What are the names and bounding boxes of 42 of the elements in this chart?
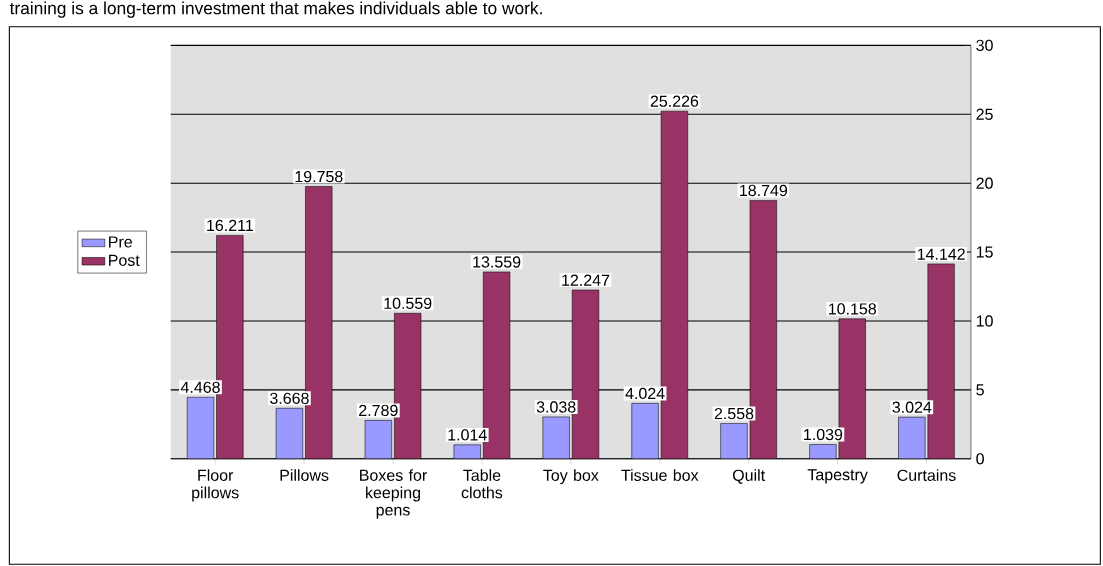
y-tick-label: 25 (976, 108, 993, 121)
data-label: 18.749 (740, 185, 788, 197)
data-label: 2.789 (359, 405, 398, 417)
x-tick-label: Tapestry (807, 469, 868, 484)
data-label: 4.468 (180, 381, 220, 394)
data-label: 14.142 (917, 248, 965, 260)
bar (275, 408, 304, 460)
data-label: 1.039 (804, 429, 843, 441)
data-label: 10.158 (828, 303, 877, 315)
bar (186, 397, 215, 460)
data-label: 13.559 (473, 256, 521, 268)
y-tick-label: 10 (976, 315, 993, 327)
data-label: 1.014 (448, 429, 487, 441)
y-tick-label: 5 (976, 384, 984, 396)
data-label: 19.758 (295, 171, 343, 183)
x-tick-label: Toy box (543, 469, 599, 485)
bar (364, 420, 392, 460)
data-label: 10.559 (384, 297, 432, 310)
data-label: 12.247 (562, 274, 610, 286)
data-label: 3.668 (270, 392, 309, 405)
data-label: 4.024 (625, 388, 665, 400)
y-tick-label: 20 (976, 177, 993, 190)
x-tick-label: Tissue box (621, 469, 699, 482)
x-tick-label: Boxes for keeping pens (360, 469, 427, 520)
data-label: 3.038 (536, 401, 576, 413)
data-label: 2.558 (714, 408, 754, 420)
y-tick-label: 30 (976, 39, 993, 52)
data-label: 25.226 (650, 95, 699, 108)
bar (453, 444, 481, 460)
bar (542, 416, 570, 460)
legend-label: Pre (109, 236, 132, 248)
legend-label: Post (109, 255, 140, 267)
y-tick-label: 0 (976, 453, 984, 465)
x-tick-label: Table cloths (461, 469, 503, 499)
x-tick-label: Quilt (732, 469, 765, 485)
data-label: 3.024 (892, 401, 932, 414)
text: training is a long-term investment that makes individuals able to work. (9, 1, 542, 19)
y-tick-label: 15 (976, 246, 993, 258)
x-tick-label: Floor pillows (192, 469, 239, 502)
x-tick-label: Pillows (280, 469, 329, 482)
data-label: 16.211 (207, 220, 253, 232)
x-tick-label: Curtains (897, 469, 956, 482)
